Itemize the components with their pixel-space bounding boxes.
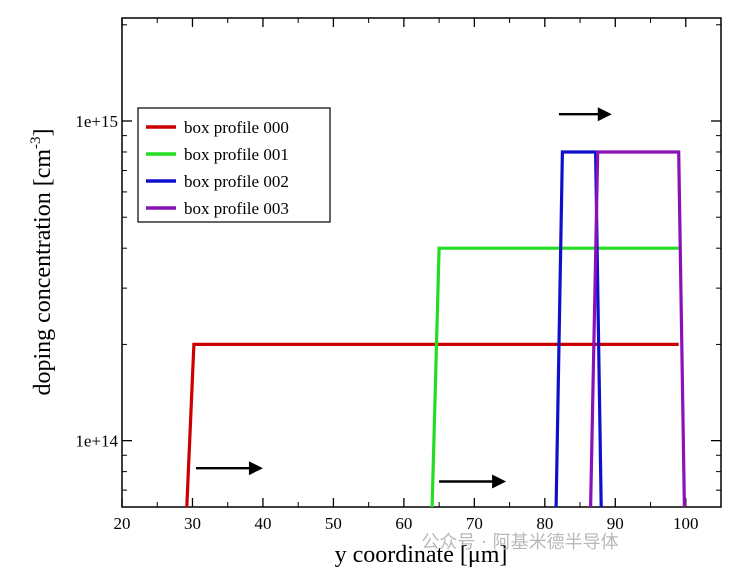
series-line-2 bbox=[554, 150, 603, 508]
arrow-head-1 bbox=[492, 474, 507, 489]
x-tick-label: 80 bbox=[536, 514, 553, 533]
legend: box profile 000 box profile 001 box profil… bbox=[137, 107, 331, 223]
x-tick-label: 70 bbox=[466, 514, 483, 533]
x-tick-label: 60 bbox=[395, 514, 412, 533]
y-axis-title-superscript: -3 bbox=[28, 136, 44, 149]
series-line-1 bbox=[430, 246, 679, 508]
legend-label-0: box profile 000 bbox=[184, 118, 289, 137]
x-tick-label: 90 bbox=[607, 514, 624, 533]
y-axis-title-bracket: ] bbox=[30, 128, 56, 136]
x-tick-label: 100 bbox=[673, 514, 699, 533]
plot-frame bbox=[121, 17, 722, 508]
x-tick-label: 40 bbox=[254, 514, 271, 533]
series-line-3 bbox=[589, 150, 686, 508]
legend-entries: box profile 000 box profile 001 box profil… bbox=[146, 118, 289, 218]
arrow-head-2 bbox=[597, 107, 612, 122]
x-tick-label: 20 bbox=[114, 514, 131, 533]
legend-label-1: box profile 001 bbox=[184, 145, 289, 164]
x-tick-label: 50 bbox=[325, 514, 342, 533]
arrow-layer bbox=[195, 107, 612, 489]
series-line-0 bbox=[185, 342, 679, 508]
legend-label-2: box profile 002 bbox=[184, 172, 289, 191]
watermark: 公众号 · 阿基米德半导体 bbox=[421, 532, 618, 553]
arrow-head-0 bbox=[248, 461, 263, 476]
x-axis: 20 30 40 50 60 70 80 90 100 bbox=[114, 18, 699, 533]
x-axis-title: y coordinate [μm] bbox=[335, 542, 508, 568]
y-tick-label: 1e+14 bbox=[75, 432, 118, 451]
x-tick-label: 30 bbox=[184, 514, 201, 533]
y-axis-title-main: doping concentration [cm bbox=[30, 149, 56, 396]
y-axis: 1e+14 1e+15 bbox=[75, 24, 721, 491]
y-axis-title: doping concentration [cm-3] bbox=[28, 128, 56, 395]
y-tick-label: 1e+15 bbox=[75, 112, 118, 131]
series-layer bbox=[185, 150, 686, 508]
legend-label-3: box profile 003 bbox=[184, 199, 289, 218]
